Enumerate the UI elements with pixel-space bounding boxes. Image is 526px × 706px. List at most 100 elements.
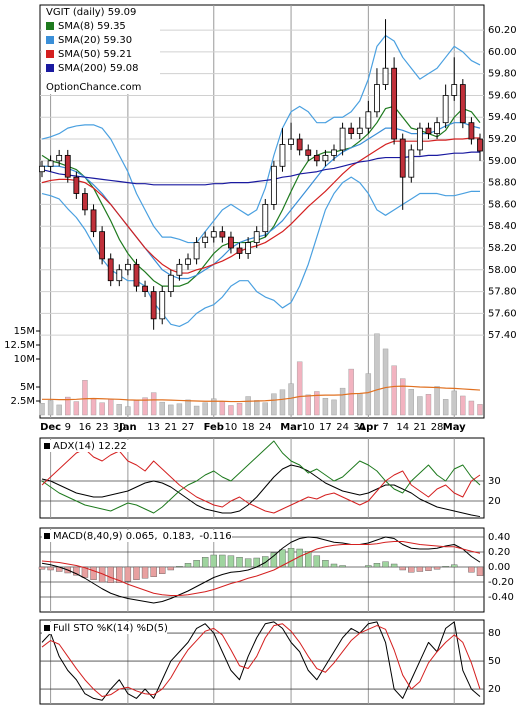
volume-bar <box>322 398 329 416</box>
x-tick-label: 24 <box>336 422 349 433</box>
candle-body <box>90 209 97 233</box>
x-tick-label: 14 <box>396 422 409 433</box>
x-tick-label: 16 <box>79 422 92 433</box>
candle-body <box>219 231 226 238</box>
candle-body <box>56 154 63 162</box>
histogram-bar <box>236 557 243 568</box>
volume-bar <box>314 391 320 416</box>
volume-average <box>42 385 481 403</box>
volume-bar <box>211 398 217 416</box>
volume-bar <box>365 373 372 416</box>
histogram-bar <box>244 558 252 568</box>
title-swatch <box>44 625 50 631</box>
volume-bar <box>185 399 191 416</box>
candle-body <box>296 138 303 151</box>
volume-bar <box>159 401 165 416</box>
volume-bar <box>73 401 80 416</box>
x-tick-label: 10 <box>302 422 315 433</box>
histogram-bar <box>287 548 295 568</box>
candle-body <box>150 291 157 320</box>
indicator-line <box>41 623 481 698</box>
x-tick-label: 18 <box>242 422 255 433</box>
candle-body <box>365 111 372 129</box>
x-tick-label: 27 <box>182 422 195 433</box>
volume-bar <box>82 380 88 416</box>
volume-bar <box>176 403 183 416</box>
histogram-bar <box>184 563 192 568</box>
histogram-bar <box>408 566 415 573</box>
histogram-bar <box>476 566 484 576</box>
volume-bar <box>150 392 157 416</box>
candle-body <box>82 193 88 211</box>
candle-body <box>322 154 329 162</box>
panel-frame <box>39 437 485 519</box>
candle-body <box>399 138 406 178</box>
candle-body <box>133 263 140 287</box>
candle-body <box>382 67 389 85</box>
y-tick-label: 60.00 <box>488 47 517 58</box>
macd-line <box>41 541 481 596</box>
candle-body <box>73 176 80 194</box>
volume-bar <box>468 400 475 416</box>
volume-bar <box>288 383 294 416</box>
histogram-bar <box>279 549 286 568</box>
volume-bar <box>279 389 286 416</box>
histogram-bar <box>339 565 346 568</box>
legend-label: SMA(50) 59.21 <box>58 49 132 60</box>
candle-body <box>442 95 449 124</box>
candle-body <box>374 84 380 113</box>
y-tick-label: 20 <box>488 496 501 507</box>
histogram-bar <box>201 557 209 568</box>
x-tick-label: Feb <box>204 422 224 433</box>
volume-bar <box>442 399 449 416</box>
candle-body <box>408 149 415 178</box>
volume-bar <box>400 378 406 416</box>
histogram-bar <box>322 560 329 568</box>
y-tick-label: 58.20 <box>488 243 517 254</box>
histogram-bar <box>433 566 441 570</box>
legend-swatch <box>46 22 54 30</box>
histogram-bar <box>81 566 89 578</box>
y-tick-label: 59.60 <box>488 90 517 101</box>
macd-line <box>41 536 481 604</box>
candle-body <box>210 231 217 238</box>
candle-body <box>236 247 243 254</box>
histogram-bar <box>98 566 106 583</box>
volume-bar <box>65 396 71 416</box>
candle-body <box>159 291 166 320</box>
title-box <box>42 440 167 452</box>
indicator-line <box>41 448 481 514</box>
candle-body <box>468 122 475 140</box>
candle-body <box>64 154 71 178</box>
x-tick-label: 21 <box>164 422 177 433</box>
y-tick-label: 59.40 <box>488 112 517 123</box>
y-tick-label: -0.40 <box>488 592 514 603</box>
candle-body <box>270 165 277 205</box>
volume-bar <box>382 348 389 416</box>
y-tick-label: 58.60 <box>488 199 517 210</box>
histogram-bar <box>451 564 458 568</box>
sma-line <box>41 137 480 274</box>
candle-body <box>391 67 398 140</box>
sma-line <box>41 105 481 287</box>
legend-label: SMA(8) 59.35 <box>58 21 126 32</box>
candle-body <box>313 154 320 162</box>
histogram-bar <box>442 566 449 568</box>
x-tick-label: 13 <box>147 422 160 433</box>
volume-bar <box>460 395 466 416</box>
candle-body <box>176 263 183 276</box>
y-tick-label: 20 <box>488 684 501 695</box>
sma-line <box>41 151 480 186</box>
histogram-bar <box>159 566 166 574</box>
histogram-bar <box>210 554 217 568</box>
volume-bar <box>108 399 114 416</box>
panel-title: Full STO %K(14) %D(5) <box>53 623 168 634</box>
volume-bar <box>477 404 483 416</box>
histogram-bar <box>313 555 321 568</box>
y-tick-label: 80 <box>488 628 501 639</box>
y-tick-label: 10M <box>14 354 35 365</box>
y-tick-label: 60.20 <box>488 25 517 36</box>
legend-box <box>42 6 160 94</box>
y-tick-label: 2.5M <box>10 396 35 407</box>
